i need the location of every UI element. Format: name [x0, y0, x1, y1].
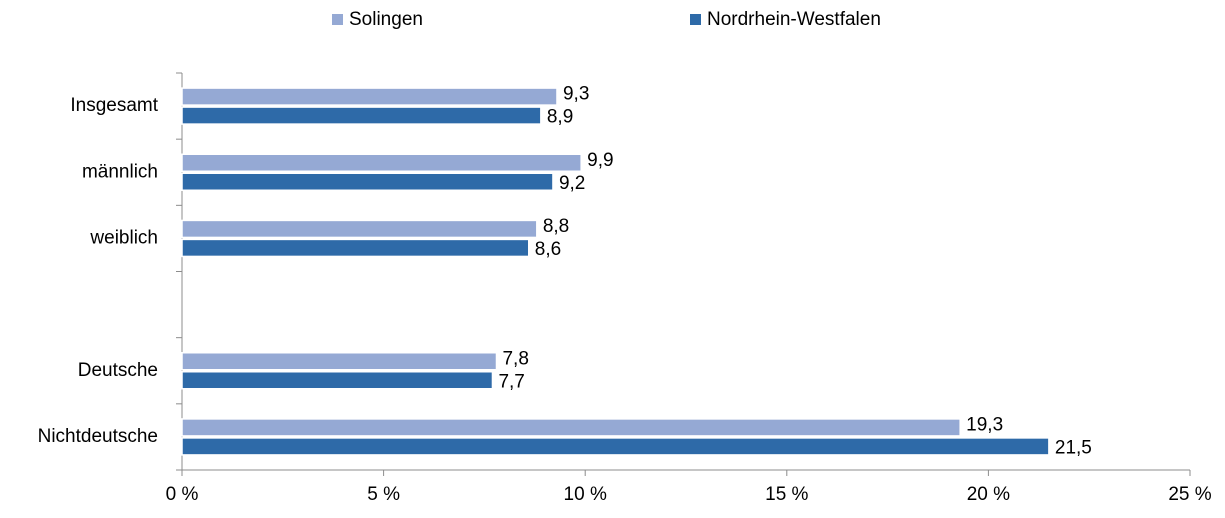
category-label: Deutsche	[78, 360, 158, 381]
x-tick-label: 0 %	[166, 484, 199, 505]
bar	[181, 352, 498, 371]
data-label: 9,3	[563, 84, 589, 105]
legend-swatch	[332, 14, 343, 25]
x-tick-label: 25 %	[1168, 484, 1211, 505]
data-label: 8,8	[543, 216, 569, 237]
x-tick-label: 10 %	[564, 484, 607, 505]
legend-label: Solingen	[349, 9, 423, 30]
data-label: 8,9	[547, 107, 573, 128]
bar	[181, 371, 494, 390]
bar	[181, 219, 538, 239]
category-label: männlich	[82, 161, 158, 182]
bar	[181, 238, 530, 258]
bar	[181, 106, 542, 125]
legend-label: Nordrhein-Westfalen	[707, 9, 881, 30]
data-label: 19,3	[966, 414, 1003, 435]
x-tick-label: 15 %	[765, 484, 808, 505]
bar	[181, 87, 558, 106]
data-label: 9,2	[559, 173, 585, 194]
data-label: 9,9	[587, 150, 613, 171]
bar	[181, 172, 554, 191]
legend-swatch	[690, 14, 701, 25]
bar	[181, 153, 582, 172]
data-label: 7,7	[498, 371, 524, 392]
data-label: 21,5	[1055, 437, 1092, 458]
x-tick-label: 5 %	[367, 484, 400, 505]
bar	[181, 418, 961, 437]
category-label: Insgesamt	[70, 95, 158, 116]
data-label: 7,8	[502, 348, 528, 369]
data-label: 8,6	[535, 239, 561, 260]
x-tick-label: 20 %	[967, 484, 1010, 505]
category-label: Nichtdeutsche	[38, 426, 158, 447]
category-label: weiblich	[89, 227, 158, 248]
bar	[181, 437, 1050, 456]
